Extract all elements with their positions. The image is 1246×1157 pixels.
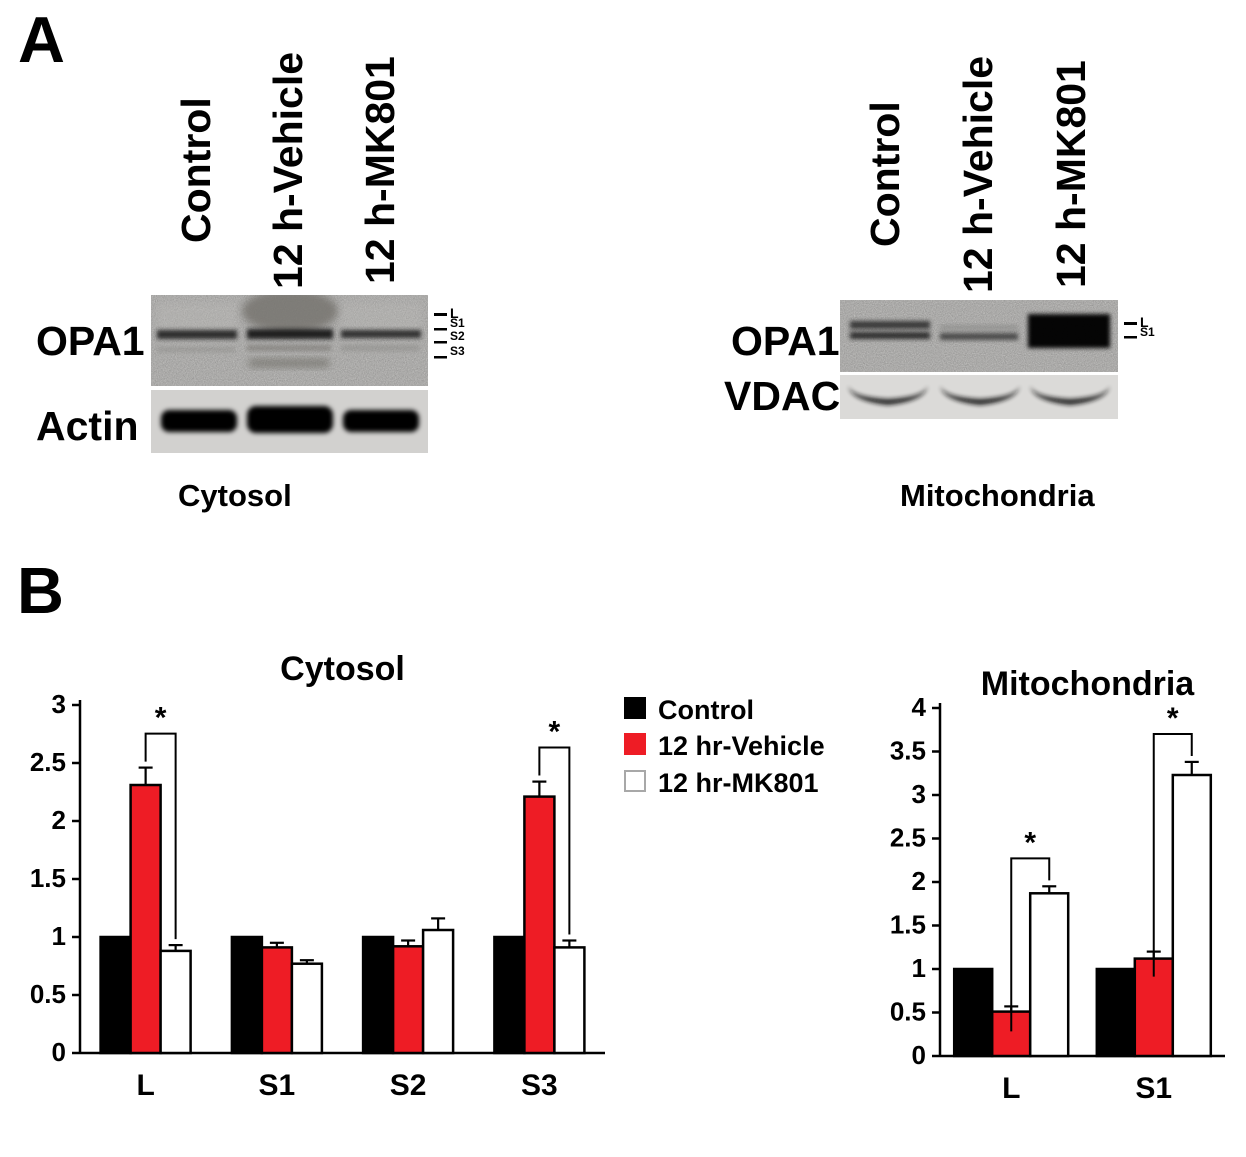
svg-text:0.5: 0.5 — [890, 997, 926, 1027]
svg-text:3: 3 — [912, 779, 926, 809]
svg-text:3: 3 — [52, 689, 66, 719]
svg-text:Mitochondria: Mitochondria — [981, 665, 1196, 703]
svg-text:*: * — [155, 702, 167, 735]
svg-text:0: 0 — [52, 1037, 66, 1067]
svg-text:1.5: 1.5 — [890, 910, 926, 940]
svg-text:0.5: 0.5 — [30, 979, 66, 1009]
svg-text:2.5: 2.5 — [890, 823, 926, 853]
svg-text:Cytosol: Cytosol — [280, 650, 405, 688]
svg-text:0: 0 — [912, 1040, 926, 1070]
svg-text:*: * — [1024, 826, 1036, 859]
svg-text:S2: S2 — [390, 1069, 427, 1102]
svg-text:L: L — [1002, 1072, 1020, 1105]
svg-text:1.5: 1.5 — [30, 863, 66, 893]
svg-text:2: 2 — [52, 805, 66, 835]
svg-text:1: 1 — [52, 921, 66, 951]
svg-text:2: 2 — [912, 866, 926, 896]
svg-text:L: L — [136, 1069, 154, 1102]
svg-text:*: * — [549, 716, 561, 749]
svg-text:S3: S3 — [521, 1069, 558, 1102]
svg-text:*: * — [1167, 702, 1179, 735]
svg-text:4: 4 — [912, 692, 927, 722]
svg-text:S1: S1 — [259, 1069, 296, 1102]
svg-text:1: 1 — [912, 953, 926, 983]
svg-text:S1: S1 — [1135, 1072, 1172, 1105]
svg-text:3.5: 3.5 — [890, 736, 926, 766]
svg-text:2.5: 2.5 — [30, 747, 66, 777]
